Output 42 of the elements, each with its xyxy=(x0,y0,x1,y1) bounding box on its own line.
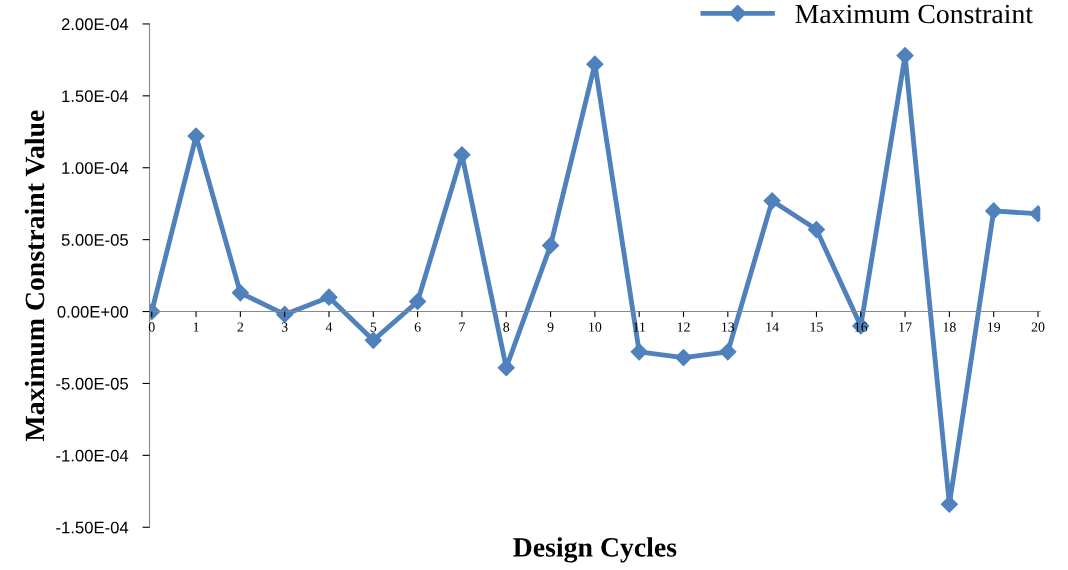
point xyxy=(364,331,382,349)
x-tick-label: 9 xyxy=(547,322,554,332)
point xyxy=(276,305,294,323)
x-tick-label: 3 xyxy=(281,322,288,332)
point xyxy=(674,349,693,367)
x-tick-label: 2 xyxy=(237,322,244,332)
point xyxy=(409,292,427,311)
x-tick-label: 12 xyxy=(677,322,690,332)
legend-label: Maximum Constraint xyxy=(795,4,1033,24)
x-tick-label: 6 xyxy=(414,322,421,332)
x-tick-label: 17 xyxy=(899,322,912,332)
x-tick-label: 7 xyxy=(459,322,466,332)
y-tick-label: 2.00E-04 xyxy=(61,18,129,31)
point xyxy=(320,288,338,306)
x-tick-label: 14 xyxy=(766,322,779,332)
point xyxy=(807,221,825,239)
x-tick-label: 10 xyxy=(589,322,602,332)
x-tick-label: 15 xyxy=(810,322,823,332)
y-tick-label: -1.50E-04 xyxy=(56,521,129,534)
point xyxy=(719,343,737,361)
point xyxy=(231,284,249,302)
x-tick-label: 1 xyxy=(193,322,199,332)
x-tick-label: 20 xyxy=(1031,322,1045,332)
y-axis-title: Maximum Constraint Value xyxy=(24,110,45,442)
point xyxy=(763,192,781,210)
y-tick-label: 1.50E-04 xyxy=(62,90,129,103)
y-tick-label: 5.00E-05 xyxy=(61,234,128,246)
x-tick-label: 8 xyxy=(503,322,510,332)
x-tick-label: 0 xyxy=(148,322,155,332)
y-tick-label: -1.00E-04 xyxy=(56,449,129,462)
x-tick-label: 5 xyxy=(370,322,377,332)
x-tick-label: 16 xyxy=(855,322,868,332)
y-tick-label: 1.00E-04 xyxy=(62,162,129,174)
y-tick-label: 0.00E+00 xyxy=(57,305,129,318)
x-axis-title: Design Cycles xyxy=(513,537,677,563)
point xyxy=(630,343,648,361)
x-tick-label: 18 xyxy=(943,322,956,332)
x-tick-label: 4 xyxy=(325,322,333,332)
point xyxy=(985,202,1003,220)
y-tick-label: -5.00E-05 xyxy=(56,377,128,390)
point xyxy=(542,236,560,254)
x-tick-label: 19 xyxy=(987,322,1001,332)
